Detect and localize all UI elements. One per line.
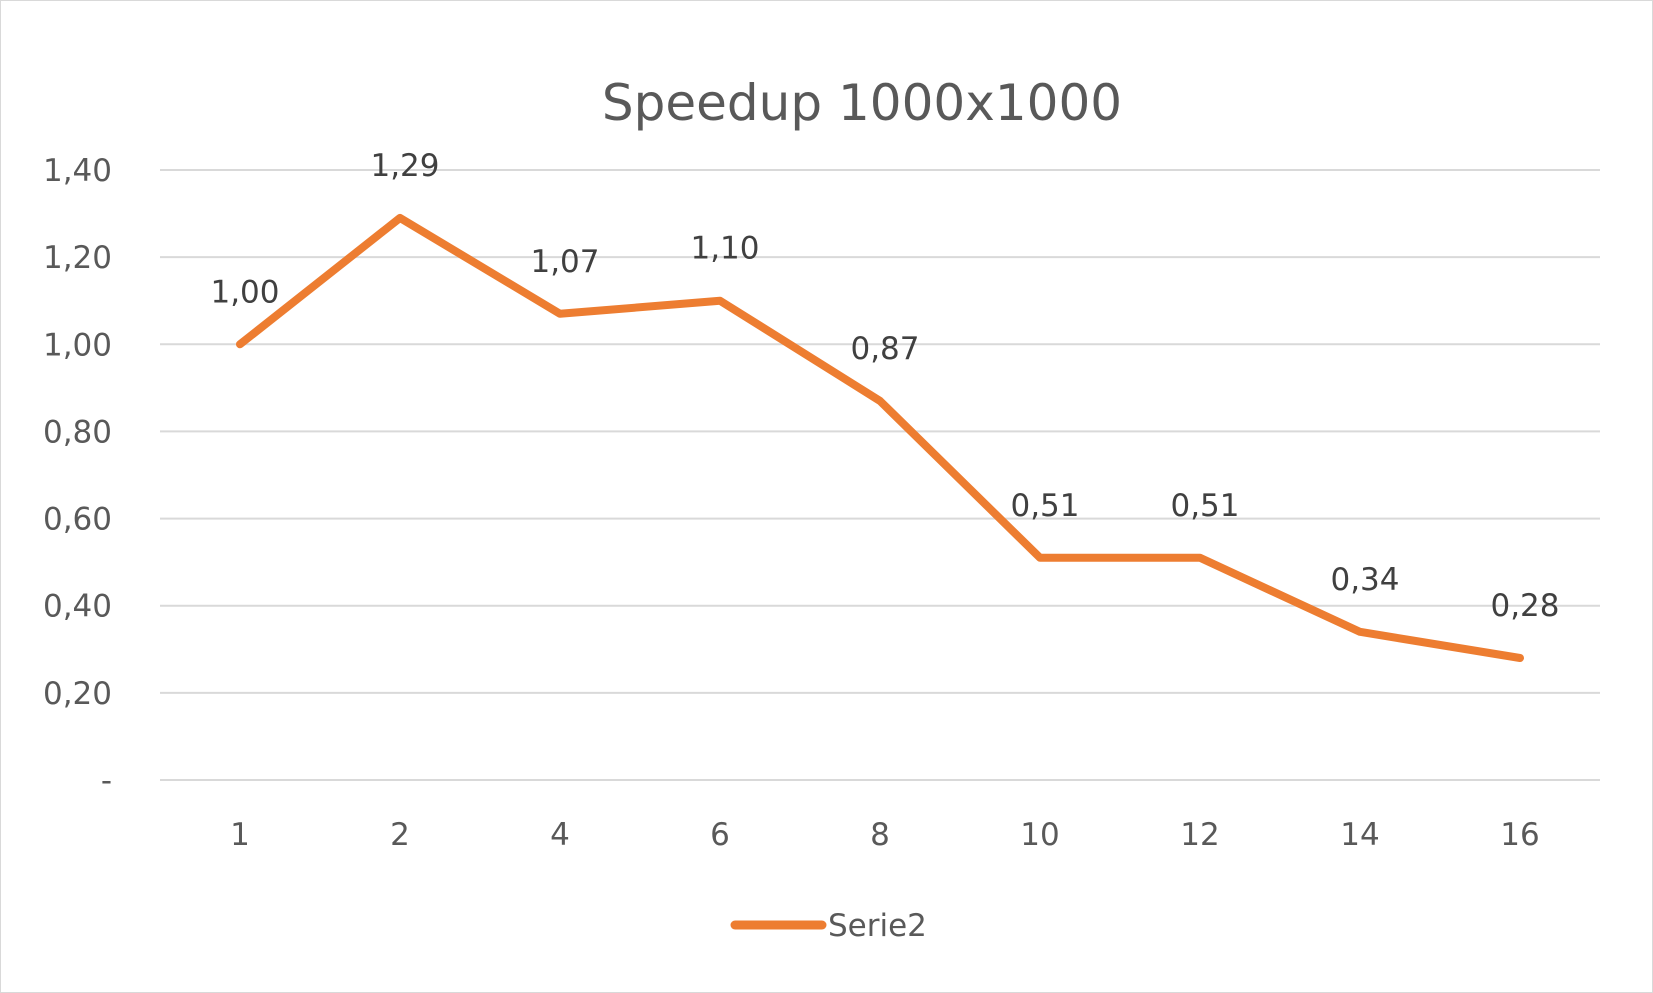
- data-label: 0,34: [1330, 562, 1399, 598]
- x-tick-label: 14: [1340, 817, 1379, 853]
- data-label: 0,51: [1010, 488, 1079, 524]
- y-tick-label: 0,60: [43, 502, 112, 538]
- gridlines: [160, 169, 1600, 781]
- y-tick-label: 0,80: [43, 414, 112, 450]
- data-label: 0,87: [850, 331, 919, 367]
- y-tick-label: 1,00: [43, 327, 112, 363]
- x-tick-label: 16: [1500, 817, 1539, 853]
- legend-label-serie2: Serie2: [828, 908, 927, 944]
- y-tick-label: 0,40: [43, 589, 112, 625]
- x-tick-label: 2: [390, 817, 410, 853]
- y-tick-label: -: [101, 763, 112, 799]
- x-tick-label: 8: [870, 817, 890, 853]
- legend: Serie2: [730, 908, 927, 944]
- chart-title: Speedup 1000x1000: [602, 74, 1122, 132]
- y-tick-label: 1,20: [43, 240, 112, 276]
- x-tick-label: 12: [1180, 817, 1219, 853]
- x-axis-ticks: 1 2 4 6 8 10 12 14 16: [230, 817, 1540, 853]
- x-tick-label: 10: [1020, 817, 1059, 853]
- x-tick-label: 6: [710, 817, 730, 853]
- y-tick-label: 1,40: [43, 153, 112, 189]
- data-label: 1,29: [370, 148, 439, 184]
- data-label: 1,10: [690, 231, 759, 267]
- y-axis-ticks: - 0,20 0,40 0,60 0,80 1,00 1,20 1,40: [43, 153, 112, 799]
- data-labels: 1,00 1,29 1,07 1,10 0,87 0,51 0,51 0,34 0,28: [210, 148, 1559, 624]
- y-tick-label: 0,20: [43, 676, 112, 712]
- data-label: 1,00: [210, 274, 279, 310]
- data-label: 0,28: [1490, 588, 1559, 624]
- data-label: 1,07: [530, 244, 599, 280]
- x-tick-label: 4: [550, 817, 570, 853]
- x-tick-label: 1: [230, 817, 250, 853]
- series-layer: [236, 213, 1524, 662]
- data-label: 0,51: [1170, 488, 1239, 524]
- series-line-serie2: [236, 213, 1524, 662]
